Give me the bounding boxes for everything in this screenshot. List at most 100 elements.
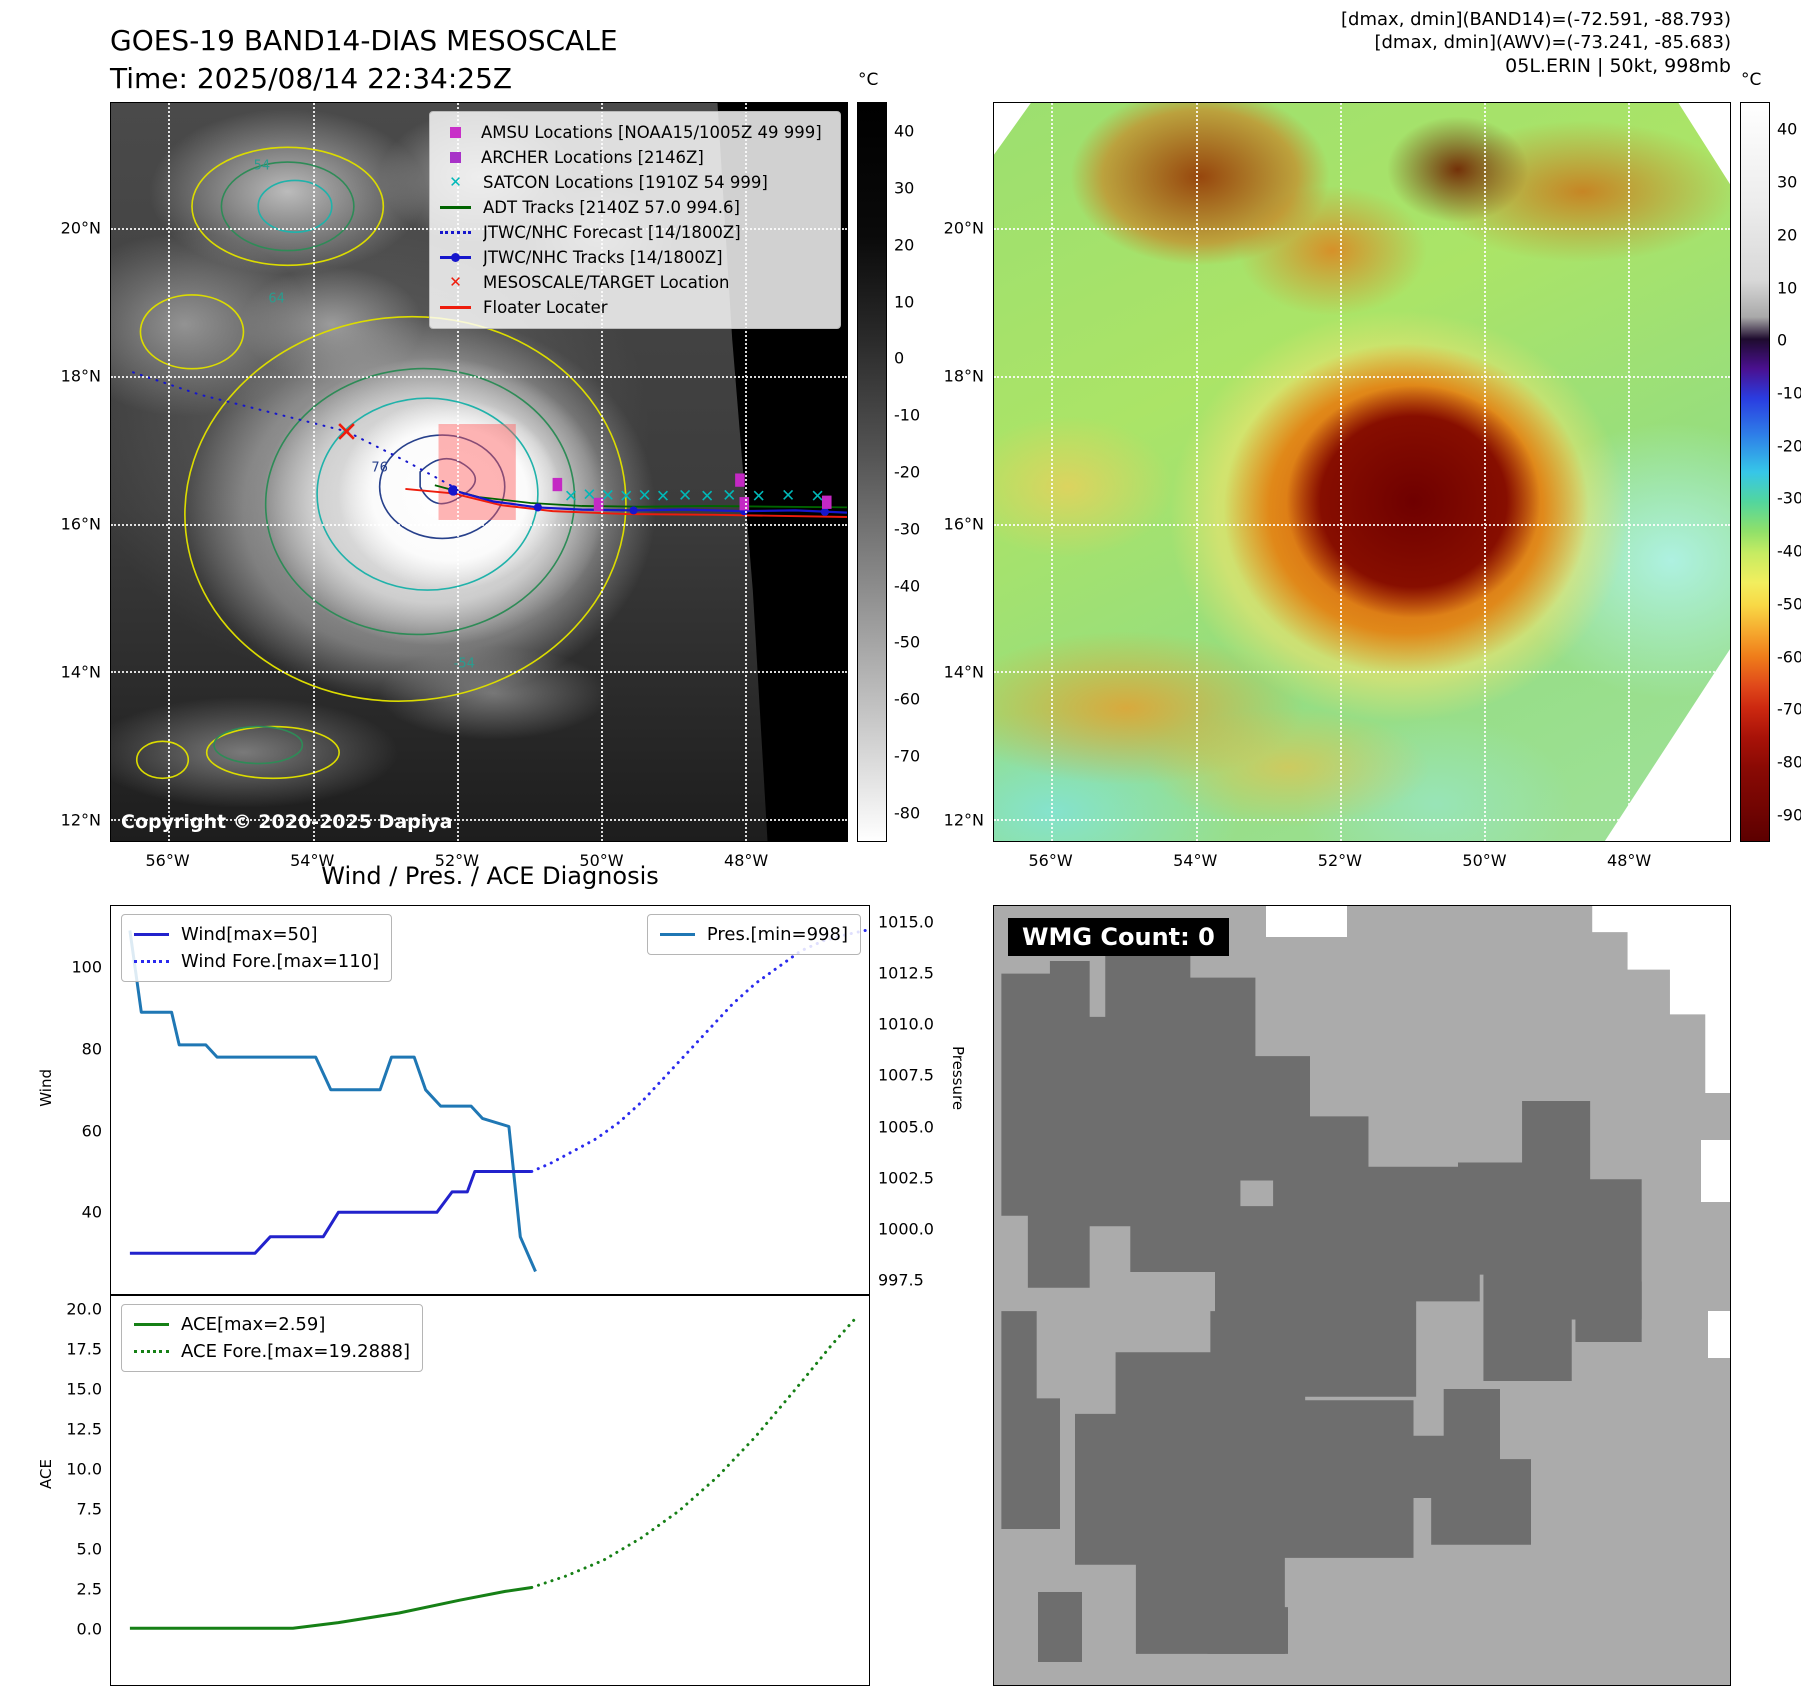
colorbar-tick-label: -10	[894, 405, 921, 425]
wind-pressure-chart: Wind[max=50] Wind Fore.[max=110] Pres.[mi…	[37, 905, 967, 1295]
dmax-dmin-band14: [dmax, dmin](BAND14)=(-72.591, -88.793)	[1341, 9, 1731, 30]
gridline-latitude	[111, 671, 847, 674]
legend-item: ✕ MESOSCALE/TARGET Location	[440, 270, 830, 295]
legend-label: AMSU Locations [NOAA15/1005Z 49 999]	[481, 123, 822, 142]
wmg-cloud-blob	[1406, 1388, 1532, 1545]
legend-item: Pres.[min=998]	[659, 921, 848, 948]
band14-annotations-overlay	[132, 146, 847, 780]
contour-value-label: 76	[371, 460, 388, 476]
legend-marker-x: ✕	[449, 273, 462, 291]
contour-value-label: -54	[453, 656, 475, 672]
legend-item: JTWC/NHC Tracks [14/1800Z]	[440, 245, 830, 270]
wmg-cloud-blob	[1001, 1311, 1061, 1530]
band14-title-block: GOES-19 BAND14-DIAS MESOSCALE Time: 2025…	[110, 22, 618, 98]
colorbar-tick-label: -40	[894, 576, 921, 596]
y-tick-label-left: 2.5	[76, 1579, 102, 1599]
y-tick-label-left: 60	[81, 1121, 102, 1141]
gridline-latitude	[994, 523, 1730, 526]
legend-marker-line	[134, 933, 169, 936]
legend-label: ADT Tracks [2140Z 57.0 994.6]	[483, 198, 740, 217]
contour-yellow-sw2	[135, 740, 190, 780]
gridline-longitude	[601, 103, 604, 841]
latitude-tick-label: 16°N	[943, 514, 984, 534]
series-ACE Fore.[max=19.2888]	[530, 1318, 856, 1589]
gridline-longitude	[1195, 103, 1198, 841]
latitude-tick-label: 20°N	[943, 218, 984, 238]
contour-value-label: 54	[253, 158, 271, 174]
gridline-longitude	[456, 103, 459, 841]
latitude-tick-label: 18°N	[60, 366, 101, 386]
ace-chart: ACE[max=2.59] ACE Fore.[max=19.2888] ACE …	[37, 1295, 870, 1686]
colorbar-tick-label: -70	[894, 746, 921, 766]
awv-swath-corner-br	[1604, 649, 1730, 841]
wmg-swath-gap	[1707, 1311, 1730, 1358]
y-tick-label-left: 0.0	[76, 1619, 102, 1639]
y-tick-label-right: 1000.0	[878, 1219, 934, 1239]
contour-yellow-sw	[205, 725, 340, 780]
awv-header-block: [dmax, dmin](BAND14)=(-72.591, -88.793) …	[1000, 8, 1731, 78]
legend-label: ACE[max=2.59]	[181, 1314, 326, 1335]
series-ACE[max=2.59]	[129, 1586, 532, 1630]
colorbar-tick-label: 10	[1777, 278, 1798, 297]
ace-plot	[129, 1318, 856, 1630]
legend-marker-dotted	[440, 231, 471, 234]
y-tick-label-left: 12.5	[66, 1419, 102, 1439]
gridline-longitude	[1628, 103, 1631, 841]
latitude-tick-label: 14°N	[943, 662, 984, 682]
contour-yellow-outer	[184, 315, 627, 702]
pressure-axis-label: Pressure	[949, 1045, 967, 1110]
wmg-count-badge: WMG Count: 0	[1008, 918, 1229, 956]
longitude-tick-label: 54°W	[1173, 851, 1218, 870]
legend-label: Floater Locater	[483, 298, 608, 317]
legend-marker-line	[440, 306, 471, 309]
y-tick-label-right: 997.5	[878, 1270, 924, 1290]
colorbar-tick-label: -60	[1777, 647, 1801, 666]
mesoscale-target-x-icon	[338, 423, 355, 440]
contour-green-sw	[213, 725, 304, 765]
band14-colorbar: 40 30 20 10 0 -10 -20 -30 -40 -50 -60 -70 -80	[857, 102, 920, 842]
y-tick-label-left: 80	[81, 1039, 102, 1059]
colorbar-tick-label: 40	[894, 121, 915, 141]
y-tick-label-left: 10.0	[66, 1459, 102, 1479]
legend-label: ACE Fore.[max=19.2888]	[181, 1341, 410, 1362]
y-tick-label-left: 20.0	[66, 1299, 102, 1319]
band14-title: GOES-19 BAND14-DIAS MESOSCALE	[110, 24, 618, 57]
awv-map-panel: 56°W 54°W 52°W 50°W 48°W 20°N 18°N 16°N 14°N 12°N	[944, 102, 1731, 870]
legend-marker-line	[440, 206, 471, 209]
legend-item: AMSU Locations [NOAA15/1005Z 49 999]	[440, 120, 830, 145]
contour-navy-inner	[419, 457, 477, 505]
y-tick-label-left: 17.5	[66, 1339, 102, 1359]
legend-marker-dotted	[134, 1350, 169, 1353]
legend-item: Floater Locater	[440, 295, 830, 320]
contour-green-nw	[220, 161, 355, 252]
colorbar-tick-label: -60	[894, 689, 921, 709]
legend-item: ACE Fore.[max=19.2888]	[134, 1338, 410, 1365]
legend-item: JTWC/NHC Forecast [14/1800Z]	[440, 220, 830, 245]
colorbar-tick-label: -80	[1777, 752, 1801, 772]
contour-navy	[378, 434, 506, 540]
legend-marker-line	[659, 933, 695, 936]
contour-value-label: 64	[268, 291, 285, 307]
colorbar-tick-label: 0	[894, 348, 905, 368]
colorbar-tick-label: -30	[1777, 488, 1801, 508]
jtwc-forecast-track	[132, 371, 455, 488]
jtwc-track-points	[448, 485, 829, 516]
y-tick-label-left: 7.5	[76, 1499, 102, 1519]
colorbar-tick-label: 20	[894, 235, 915, 255]
legend-marker-dot	[451, 253, 460, 262]
dmax-dmin-awv: [dmax, dmin](AWV)=(-73.241, -85.683)	[1374, 32, 1731, 53]
legend-marker-square	[450, 152, 461, 163]
wmg-swath-gap	[1266, 906, 1348, 938]
gridline-longitude	[168, 103, 171, 841]
legend-label: JTWC/NHC Tracks [14/1800Z]	[483, 248, 723, 267]
legend-label: Wind[max=50]	[181, 924, 318, 945]
awv-swath-corner-tr	[1678, 103, 1730, 185]
legend-marker-line	[134, 1323, 169, 1326]
gridline-longitude	[745, 103, 748, 841]
ace-legend: ACE[max=2.59] ACE Fore.[max=19.2888]	[121, 1304, 423, 1372]
legend-label: SATCON Locations [1910Z 54 999]	[483, 173, 768, 192]
mesoscale-target-box	[438, 424, 516, 520]
colorbar-tick-label: -40	[1777, 541, 1801, 561]
awv-colorbar: 40 30 20 10 0 -10 -20 -30 -40 -50 -60 -70 -80 -90	[1740, 102, 1801, 842]
colorbar-tick-label: -50	[1777, 594, 1801, 614]
